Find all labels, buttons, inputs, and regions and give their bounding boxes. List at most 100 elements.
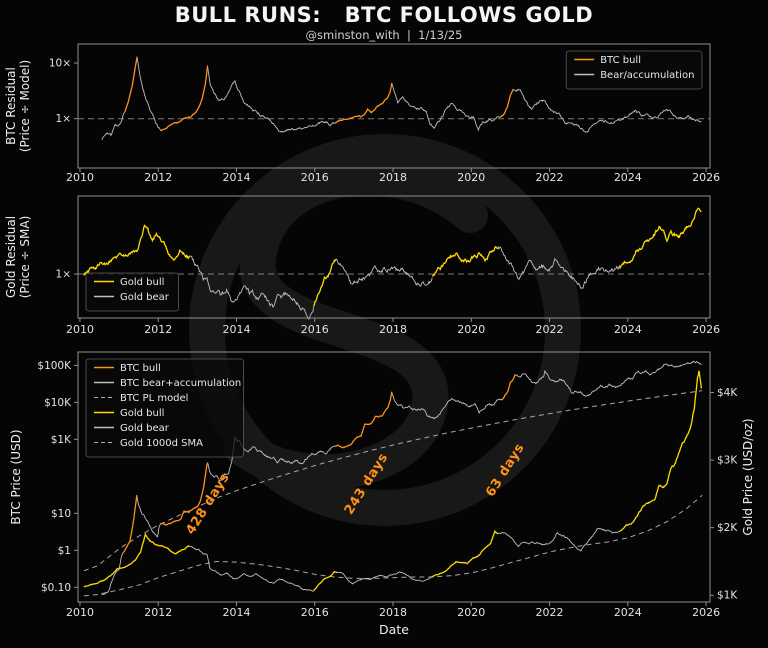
series-btc-res-bull-2012 — [160, 66, 209, 132]
x-axis: 2010 2012 2014 2016 2018 2020 2022 2024 2026 — [66, 168, 720, 184]
series-btc-bear-2021 — [514, 360, 702, 397]
y-axis-label: BTC Price (USD) — [9, 429, 23, 524]
btc-residual-panel: 2010 2012 2014 2016 2018 2020 2022 2024 202610×1… — [4, 43, 720, 184]
series-gold-bull-2016 — [313, 570, 338, 592]
legend: BTC bull BTC bear+accumulation BTC PL mode… — [85, 358, 244, 458]
x-tick-label: 2012 — [144, 606, 172, 619]
series-gold-res-bear-2021 — [497, 245, 621, 289]
series-btc-res-bull-2020 — [499, 88, 514, 119]
x-tick-label: 2016 — [301, 171, 329, 184]
legend: BTC bull Bear/accumulation — [565, 50, 703, 90]
annotation-243-days: 243 days — [342, 451, 392, 518]
x-tick-label: 2012 — [144, 323, 172, 336]
y2-axis: $4K $3K $2K $1K — [710, 387, 738, 602]
x-axis: 2010 2012 2014 2016 2018 2020 2022 2024 2026 — [66, 318, 720, 336]
series-btc-bull-2012 — [161, 462, 209, 526]
x-tick-label: 2022 — [536, 606, 564, 619]
y2-tick-label: $2K — [717, 522, 738, 534]
series-btc-bear-2010 — [101, 552, 124, 595]
legend-item-label: Gold bear — [120, 292, 170, 303]
x-tick-label: 2014 — [222, 606, 250, 619]
plot-border — [77, 43, 711, 169]
x-tick-label: 2024 — [614, 606, 642, 619]
x-tick-label: 2014 — [222, 171, 250, 184]
series-gold-res-bull-2024 — [619, 207, 702, 269]
series-gold-res-bull-2016 — [313, 258, 338, 307]
series-gold-bull-2011 — [83, 532, 190, 588]
series-gold-bear-2021 — [497, 527, 621, 552]
y-axis: 1× — [56, 269, 78, 281]
plot-border — [77, 351, 711, 603]
watermark-ring — [189, 134, 581, 526]
x-tick-label: 2026 — [692, 323, 720, 336]
x-tick-label: 2016 — [301, 606, 329, 619]
series-gold-1000d-sma — [83, 494, 703, 597]
watermark-s-curve — [224, 159, 488, 491]
series-gold-res-bull-2019 — [431, 245, 499, 277]
series-btc-res-bear-2010 — [101, 112, 126, 140]
x-tick-label: 2022 — [536, 171, 564, 184]
y-axis: 10× 1× — [49, 58, 78, 125]
legend-item-label: BTC PL model — [120, 393, 188, 404]
series-gold-res-bear-2013 — [189, 255, 315, 320]
annotation-63-days: 63 days — [483, 441, 528, 500]
y-axis-label: BTC Residual — [4, 67, 18, 145]
series-btc-bear-2011 — [136, 494, 162, 538]
x-axis-label: Date — [379, 622, 409, 637]
legend-item-label: Bear/accumulation — [600, 70, 694, 81]
series-btc-bull-2011 — [122, 495, 138, 554]
plot-border — [77, 195, 711, 319]
series-btc-bull-2020 — [501, 374, 516, 401]
series-gold-bull-2024 — [619, 370, 703, 532]
series-gold-bull-2019 — [432, 530, 499, 578]
legend-item-label: Gold bull — [120, 277, 164, 288]
x-tick-label: 2016 — [301, 323, 329, 336]
y-axis-label: Gold Residual — [4, 216, 18, 298]
series-btc-res-bear-2021 — [512, 88, 702, 133]
series-gold-res-bull-2011 — [83, 224, 191, 276]
x-tick-label: 2018 — [379, 606, 407, 619]
y-axis: $100K $10K $1K $10 $1 $0.10 — [37, 360, 78, 594]
series-btc-res-bull-2011 — [124, 56, 138, 113]
series-btc-bull-2017 — [334, 391, 393, 449]
x-tick-label: 2010 — [66, 171, 94, 184]
y-tick-label: $1K — [51, 434, 72, 446]
annotation-428-days: 428 days — [183, 470, 233, 537]
x-tick-label: 2024 — [614, 171, 642, 184]
x-tick-label: 2012 — [144, 171, 172, 184]
y2-tick-label: $1K — [717, 590, 738, 602]
x-tick-label: 2010 — [66, 323, 94, 336]
series-btc-res-bull-2017 — [334, 82, 393, 125]
y-tick-label: 10× — [49, 58, 71, 70]
y-tick-label: $10K — [44, 397, 72, 409]
y-tick-label: $1 — [58, 545, 71, 557]
legend-item-label: BTC bull — [600, 55, 641, 66]
legend-item-label: Gold 1000d SMA — [120, 438, 203, 449]
series-btc-res-bear-2011 — [136, 57, 162, 132]
x-tick-label: 2026 — [692, 606, 720, 619]
y2-axis-label: Gold Price (USD/oz) — [741, 418, 755, 535]
series-gold-bear-2013 — [189, 546, 314, 592]
y2-tick-label: $4K — [717, 387, 738, 399]
y-axis-label: (Price ÷ SMA) — [18, 216, 32, 299]
x-tick-label: 2020 — [457, 323, 485, 336]
series-btc-bear-2018 — [391, 392, 503, 420]
x-tick-label: 2020 — [457, 606, 485, 619]
y-axis-label: (Price ÷ Model) — [18, 60, 32, 152]
x-axis: 2010 2012 2014 2016 2018 2020 2022 2024 2026 — [66, 602, 720, 619]
y2-tick-label: $3K — [717, 455, 738, 467]
legend: Gold bull Gold bear — [85, 272, 179, 312]
series-gold-res-bear-2017 — [336, 260, 433, 287]
x-tick-label: 2020 — [457, 171, 485, 184]
y-tick-label: 1× — [56, 113, 71, 125]
series-btc-res-bear-2013 — [207, 65, 335, 133]
y-tick-label: $0.10 — [41, 582, 71, 594]
x-tick-label: 2018 — [379, 171, 407, 184]
x-tick-label: 2014 — [222, 323, 250, 336]
series-gold-bear-2017 — [336, 571, 433, 585]
legend-item-label: BTC bear+accumulation — [120, 378, 241, 389]
legend-item-label: Gold bear — [120, 423, 170, 434]
x-tick-label: 2026 — [692, 171, 720, 184]
x-tick-label: 2024 — [614, 323, 642, 336]
